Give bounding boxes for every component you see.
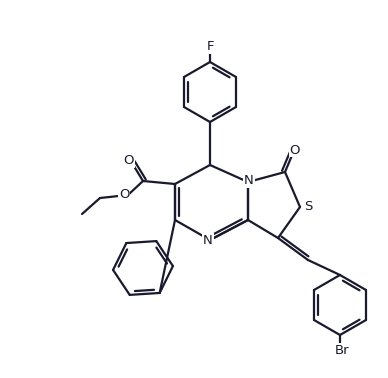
Text: Br: Br <box>335 344 349 356</box>
Text: N: N <box>203 234 213 246</box>
Text: F: F <box>206 40 214 54</box>
Text: N: N <box>244 175 254 187</box>
Text: O: O <box>119 187 129 200</box>
Text: O: O <box>124 155 134 167</box>
Text: S: S <box>304 200 312 212</box>
Text: O: O <box>290 144 300 156</box>
